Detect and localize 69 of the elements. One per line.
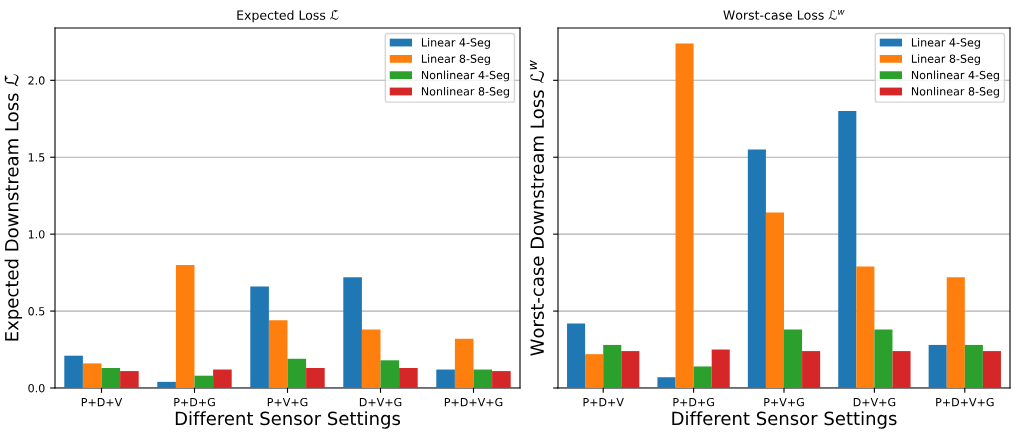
bar bbox=[765, 212, 784, 388]
x-tick-label: P+D+V bbox=[583, 398, 624, 407]
bar bbox=[64, 355, 83, 388]
bar bbox=[747, 149, 766, 388]
bar bbox=[964, 344, 983, 388]
x-axis-title: Different Sensor Settings bbox=[175, 411, 401, 429]
y-axis-title: Worst-case Downstream Loss ℒ$^{w}$ bbox=[529, 60, 545, 356]
bar bbox=[802, 351, 821, 388]
bar bbox=[492, 371, 511, 388]
legend-label: Nonlinear 8-Seg bbox=[421, 86, 509, 98]
y-tick-label: 1.0 bbox=[28, 230, 45, 239]
x-tick-label: P+D+V+G bbox=[936, 397, 994, 407]
legend-label: Linear 8-Seg bbox=[911, 54, 980, 66]
bar bbox=[101, 368, 121, 388]
legend-label: Linear 4-Seg bbox=[421, 38, 490, 49]
bar bbox=[657, 377, 676, 388]
y-tick-label: 0.5 bbox=[28, 307, 45, 316]
x-tick-label: P+V+G bbox=[764, 397, 804, 407]
bar bbox=[874, 329, 893, 388]
chart-title: Worst-case Loss ℒ$^{w}$ bbox=[723, 10, 845, 20]
bar bbox=[194, 375, 214, 388]
bar bbox=[120, 371, 139, 388]
bar bbox=[380, 360, 400, 388]
x-axis-title: Different Sensor Settings bbox=[672, 411, 897, 429]
bar bbox=[838, 111, 857, 388]
y-tick-label: 2.0 bbox=[28, 76, 45, 85]
x-tick-label: P+D+G bbox=[673, 397, 714, 407]
bar bbox=[268, 320, 288, 388]
x-tick-label: P+D+V+G bbox=[444, 397, 503, 407]
x-tick-label: D+V+G bbox=[359, 397, 402, 407]
bar bbox=[436, 369, 455, 388]
bar bbox=[928, 344, 947, 388]
x-tick-label: D+V+G bbox=[853, 397, 896, 407]
bar bbox=[856, 266, 875, 388]
bar bbox=[361, 329, 381, 388]
bar bbox=[675, 43, 694, 388]
bar bbox=[892, 351, 911, 388]
y-axis-title: Expected Downstream Loss ℒ̄ bbox=[4, 74, 23, 341]
legend-label: Nonlinear 4-Seg bbox=[421, 70, 509, 82]
y-tick-label: 1.5 bbox=[28, 153, 45, 162]
bar bbox=[567, 323, 586, 388]
bar bbox=[306, 368, 325, 388]
x-tick-label: P+D+G bbox=[174, 397, 215, 407]
legend-label: Linear 8-Seg bbox=[421, 54, 490, 66]
y-tick-label: 0.0 bbox=[28, 383, 45, 393]
bar bbox=[693, 366, 712, 388]
bar bbox=[473, 369, 493, 388]
legend-label: Linear 4-Seg bbox=[911, 38, 980, 49]
legend-label: Nonlinear 4-Seg bbox=[911, 70, 999, 82]
bar bbox=[287, 358, 307, 388]
x-tick-label: P+D+V bbox=[81, 398, 123, 407]
bar bbox=[82, 363, 102, 388]
bar bbox=[250, 286, 269, 388]
bar bbox=[399, 368, 418, 388]
bar bbox=[946, 277, 965, 388]
bar bbox=[711, 349, 730, 388]
x-tick-label: P+V+G bbox=[267, 397, 308, 407]
bar bbox=[213, 369, 232, 388]
bar bbox=[585, 354, 604, 388]
chart-title: Expected Loss ℒ̄ bbox=[237, 10, 339, 23]
bar bbox=[175, 264, 195, 388]
bar bbox=[343, 277, 362, 388]
bar bbox=[603, 344, 622, 388]
bar bbox=[982, 351, 1001, 388]
legend-label: Nonlinear 8-Seg bbox=[911, 86, 999, 98]
bar bbox=[157, 381, 176, 388]
bar bbox=[621, 351, 640, 388]
bar bbox=[454, 338, 474, 388]
bar bbox=[784, 329, 803, 388]
